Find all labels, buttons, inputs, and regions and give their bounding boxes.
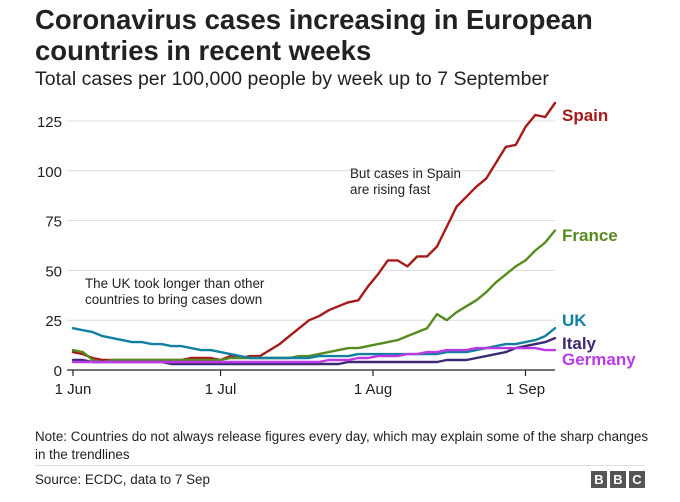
- axis-layer: 0 25 50 75 100 125 1 Jun 1 Jul 1 Aug 1 Sep: [37, 114, 555, 398]
- series-line-france: [71, 229, 557, 364]
- y-tick-label: 25: [45, 313, 62, 330]
- series-line-spain: [71, 101, 557, 362]
- line-chart: 0 25 50 75 100 125 1 Jun 1 Jul 1 Aug 1 Sep Spain F…: [37, 101, 636, 398]
- annotation-line: But cases in Spain: [350, 166, 461, 181]
- annotation-line: are rising fast: [350, 182, 431, 197]
- x-tick-label: 1 Jun: [55, 381, 92, 398]
- series-layer: [71, 101, 557, 366]
- y-tick-label: 125: [37, 114, 62, 131]
- bbc-logo-letter: C: [629, 471, 645, 488]
- y-tick-label: 50: [45, 263, 62, 280]
- grid-layer: [67, 120, 555, 321]
- annotation-layer: But cases in Spain are rising fast The UK …: [85, 166, 461, 307]
- series-line-germany: [71, 346, 557, 364]
- bbc-logo: B B C: [591, 471, 645, 488]
- chart-source: Source: ECDC, data to 7 Sep: [35, 472, 210, 487]
- series-label-france: France: [562, 226, 618, 245]
- x-tick-label: 1 Jul: [205, 381, 237, 398]
- series-line-uk: [71, 327, 557, 360]
- y-tick-label: 75: [45, 214, 62, 231]
- series-label-uk: UK: [562, 311, 587, 330]
- footer-divider: [35, 465, 645, 466]
- x-tick-label: 1 Aug: [354, 381, 392, 398]
- series-label-italy: Italy: [562, 334, 597, 353]
- chart-subtitle: Total cases per 100,000 people by week u…: [35, 68, 549, 90]
- chart-annotation: The UK took longer than other countries t…: [85, 276, 265, 307]
- bbc-logo-letter: B: [610, 471, 626, 488]
- y-tick-label: 100: [37, 164, 62, 181]
- series-label-spain: Spain: [562, 106, 608, 125]
- annotation-line: The UK took longer than other: [85, 276, 265, 291]
- chart-annotation: But cases in Spain are rising fast: [350, 166, 461, 197]
- x-tick-label: 1 Sep: [506, 381, 545, 398]
- y-tick-label: 0: [54, 363, 62, 380]
- chart-note: Note: Countries do not always release fi…: [35, 429, 649, 462]
- chart-title: Coronavirus cases increasing in European…: [35, 4, 593, 66]
- series-label-germany: Germany: [562, 350, 636, 369]
- bbc-logo-letter: B: [591, 471, 607, 488]
- annotation-line: countries to bring cases down: [85, 292, 262, 307]
